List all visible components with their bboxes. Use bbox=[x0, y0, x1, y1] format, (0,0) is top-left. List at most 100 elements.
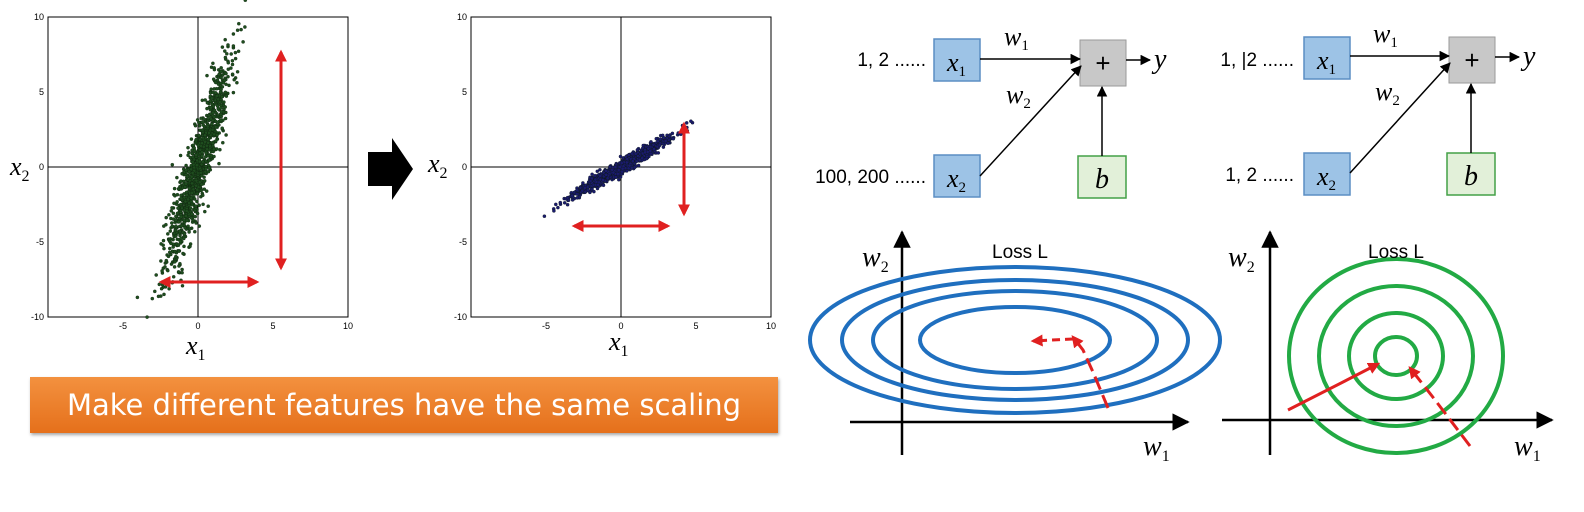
input1-label: x1 bbox=[946, 48, 966, 80]
scatter-point bbox=[231, 32, 236, 36]
ytick-0: 0 bbox=[39, 162, 44, 172]
scatter-point bbox=[580, 189, 585, 193]
scatter-point bbox=[598, 174, 602, 178]
scatter-point bbox=[575, 188, 579, 192]
scatter-point bbox=[231, 90, 236, 95]
scatter-point bbox=[235, 70, 240, 74]
scatter-point bbox=[190, 181, 194, 186]
scatter-point bbox=[198, 148, 203, 152]
scatter-point bbox=[200, 154, 204, 158]
scatter-point bbox=[170, 162, 175, 167]
bias-label: b bbox=[1464, 161, 1478, 192]
scatter-point bbox=[186, 145, 190, 150]
scatter-point bbox=[206, 169, 211, 174]
sum-symbol: + bbox=[1464, 45, 1479, 75]
scatter-point bbox=[161, 238, 166, 243]
scatter-point bbox=[193, 208, 197, 213]
output-label: y bbox=[1520, 41, 1536, 72]
ytick-0: 0 bbox=[462, 162, 467, 172]
input2-label: x2 bbox=[1316, 162, 1336, 194]
scatter-point bbox=[195, 191, 200, 196]
scatter-point bbox=[185, 218, 189, 223]
input2-values: 100, 200 ...... bbox=[815, 167, 926, 188]
contour-ring bbox=[1287, 257, 1505, 455]
ytick-10: 10 bbox=[34, 12, 44, 22]
scatter-point bbox=[135, 295, 140, 300]
scatter-point bbox=[174, 214, 178, 219]
scatter-point bbox=[178, 239, 183, 244]
scatter-point bbox=[176, 220, 181, 224]
scatter-point bbox=[685, 129, 690, 133]
scatter-point bbox=[173, 228, 178, 233]
weight1-label: w1 bbox=[1004, 22, 1029, 54]
scatter-point bbox=[210, 96, 214, 100]
scatter-point bbox=[631, 159, 635, 163]
scatter-point bbox=[166, 268, 170, 273]
scatter-point bbox=[633, 152, 638, 156]
xtick-5: 5 bbox=[693, 321, 698, 331]
scatter-point bbox=[185, 178, 190, 182]
scatter-point bbox=[598, 168, 602, 172]
loss-contour-elongated: Loss L w2 w1 bbox=[808, 230, 1222, 465]
scatter-point bbox=[554, 202, 558, 207]
contour-ring bbox=[871, 289, 1159, 391]
scatter-point bbox=[170, 224, 174, 229]
y-axis-label: x2 bbox=[427, 149, 448, 182]
scatter-point bbox=[189, 137, 194, 141]
scatter-point bbox=[212, 87, 217, 91]
scatter-point bbox=[200, 150, 204, 154]
scatter-point bbox=[583, 186, 587, 190]
scatter-point bbox=[193, 123, 198, 128]
scatter-point bbox=[197, 159, 202, 164]
scatter-point bbox=[651, 142, 656, 147]
input1-box bbox=[933, 38, 981, 82]
scatter-point bbox=[616, 168, 621, 172]
scatter-point bbox=[565, 195, 570, 200]
scatter-point bbox=[593, 177, 598, 182]
xtick-0: 0 bbox=[618, 321, 623, 331]
scatter-point bbox=[595, 169, 600, 174]
scatter-point bbox=[182, 232, 187, 236]
scatter-point bbox=[200, 128, 205, 132]
output-label: y bbox=[1151, 44, 1167, 75]
scatter-point bbox=[190, 191, 194, 195]
scatter-point bbox=[215, 133, 219, 137]
scatter-point bbox=[188, 244, 192, 249]
scatter-point bbox=[202, 187, 207, 191]
scatter-point bbox=[162, 292, 166, 297]
scatter-point bbox=[212, 115, 217, 119]
scatter-point bbox=[216, 97, 220, 102]
scatter-point bbox=[214, 119, 218, 124]
scatter-point bbox=[217, 72, 221, 77]
scatter-point bbox=[206, 154, 211, 158]
loss-contour-circular: Loss L w2 w1 bbox=[1222, 230, 1554, 465]
scatter-point bbox=[206, 204, 210, 208]
weight2-label: w2 bbox=[1006, 80, 1031, 112]
scatter-point bbox=[219, 87, 223, 92]
scatter-point bbox=[646, 146, 651, 151]
scatter-point bbox=[620, 169, 624, 174]
scatter-point bbox=[232, 77, 236, 82]
scatter-point bbox=[620, 166, 625, 171]
scatter-point bbox=[183, 199, 188, 204]
scatter-point bbox=[226, 74, 230, 79]
scatter-point bbox=[145, 315, 149, 319]
scatter-point bbox=[663, 139, 668, 143]
scatter-point bbox=[215, 94, 219, 98]
scatter-point bbox=[604, 173, 608, 177]
ytick-10: 10 bbox=[457, 12, 467, 22]
scatter-point bbox=[658, 137, 662, 141]
scatter-point bbox=[189, 167, 193, 172]
point-cloud-blue bbox=[542, 119, 695, 218]
scatter-point bbox=[170, 206, 174, 210]
scatter-point bbox=[221, 81, 226, 85]
scatter-point bbox=[542, 214, 547, 218]
scatter-point bbox=[203, 209, 207, 214]
scatter-point bbox=[175, 200, 179, 204]
scatter-point bbox=[182, 244, 186, 249]
w1-axis-label: w1 bbox=[1514, 431, 1541, 465]
scatter-plot-normalized: 10 5 0 -5 -10 -5 0 5 10 x1 x2 bbox=[427, 12, 776, 360]
scatter-point bbox=[175, 192, 180, 197]
descent-step-arrow bbox=[1030, 334, 1074, 347]
scatter-point bbox=[185, 193, 189, 197]
